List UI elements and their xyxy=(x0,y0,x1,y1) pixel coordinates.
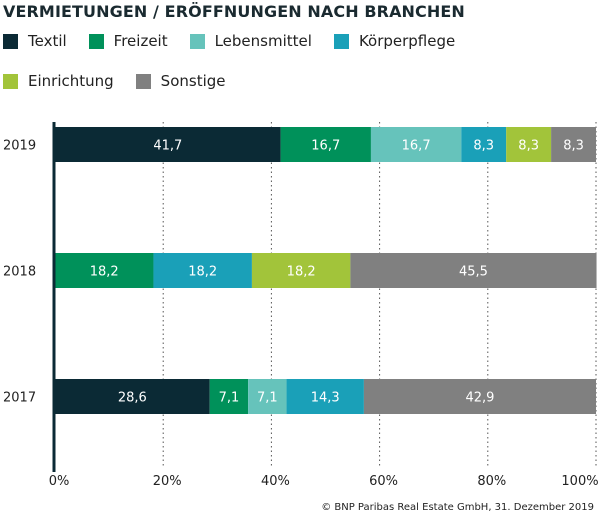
bar-segment xyxy=(55,253,154,288)
legend-label: Sonstige xyxy=(160,72,226,90)
data-label: 18,2 xyxy=(287,265,316,280)
bar-segment xyxy=(251,253,351,288)
bar-segment xyxy=(55,127,281,162)
data-label: 18,2 xyxy=(90,265,119,280)
data-label: 8,3 xyxy=(563,139,584,154)
legend-item: Freizeit xyxy=(88,32,168,50)
x-tick-label: 80% xyxy=(477,474,506,489)
legend-item: Sonstige xyxy=(135,72,226,90)
bar-segment xyxy=(506,127,552,162)
legend-label: Lebensmittel xyxy=(214,32,312,50)
legend-label: Textil xyxy=(28,32,67,50)
bar-segment xyxy=(55,379,210,414)
data-label: 41,7 xyxy=(153,139,182,154)
bar-segment xyxy=(461,127,507,162)
bar-segment xyxy=(209,379,249,414)
data-label: 45,5 xyxy=(459,265,488,280)
legend-item: Einrichtung xyxy=(3,72,114,90)
data-label: 8,3 xyxy=(473,139,494,154)
data-label: 7,1 xyxy=(257,391,278,406)
legend-item: Körperpflege xyxy=(333,32,456,50)
legend-label: Einrichtung xyxy=(28,72,114,90)
bar-segment xyxy=(280,127,371,162)
x-tick-label: 60% xyxy=(369,474,398,489)
data-label: 8,3 xyxy=(518,139,539,154)
data-label: 14,3 xyxy=(311,391,340,406)
x-tick-label: 40% xyxy=(261,474,290,489)
legend-swatch xyxy=(189,33,205,49)
bar-segment xyxy=(350,253,597,288)
bar-segment xyxy=(370,127,462,162)
x-tick-label: 100% xyxy=(561,474,598,489)
legend-label: Freizeit xyxy=(113,32,168,50)
category-label: 2017 xyxy=(3,391,36,406)
bar-segment xyxy=(363,379,596,414)
data-label: 7,1 xyxy=(219,391,240,406)
bar-segment xyxy=(153,253,252,288)
legend-swatch xyxy=(135,73,151,89)
chart-title: VERMIETUNGEN / ERÖFFNUNGEN NACH BRANCHEN xyxy=(3,2,465,21)
source-note: © BNP Paribas Real Estate GmbH, 31. Deze… xyxy=(321,502,594,513)
bar-segment xyxy=(286,379,364,414)
x-tick-label: 20% xyxy=(153,474,182,489)
legend: Textil Freizeit Lebensmittel Körperpflege Ei… xyxy=(3,32,593,90)
category-label: 2018 xyxy=(3,265,36,280)
legend-swatch xyxy=(3,33,18,49)
legend-item: Textil xyxy=(3,32,67,50)
category-label: 2019 xyxy=(3,139,36,154)
data-label: 28,6 xyxy=(118,391,147,406)
legend-swatch xyxy=(333,33,349,49)
legend-label: Körperpflege xyxy=(358,32,456,50)
data-label: 16,7 xyxy=(311,139,340,154)
legend-swatch xyxy=(88,33,104,49)
bar-segment xyxy=(248,379,287,414)
legend-swatch xyxy=(3,73,18,89)
data-label: 18,2 xyxy=(188,265,217,280)
legend-item: Lebensmittel xyxy=(189,32,312,50)
data-label: 42,9 xyxy=(465,391,494,406)
x-tick-label: 0% xyxy=(49,474,70,489)
data-label: 16,7 xyxy=(402,139,431,154)
bar-segment xyxy=(551,127,596,162)
